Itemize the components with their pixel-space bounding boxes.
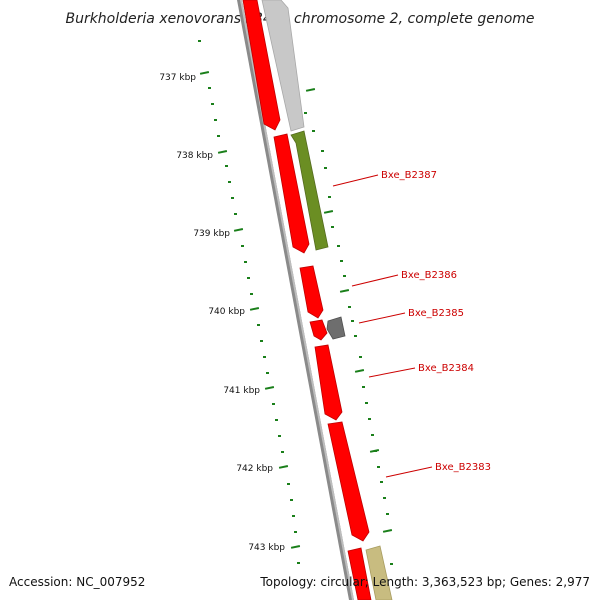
chromosome-backbone-highlight <box>240 0 354 600</box>
map-title: Burkholderia xenovorans LB400 chromosome… <box>65 11 534 27</box>
accession-text: Accession: NC_007952 <box>9 575 145 589</box>
gene-label-Bxe_B2383[interactable]: Bxe_B2383 <box>435 462 491 473</box>
gene-arrow-forward-6[interactable] <box>327 421 370 542</box>
gene-label-Bxe_B2387[interactable]: Bxe_B2387 <box>381 170 437 181</box>
gene-arrow-reverse-darkgrey[interactable] <box>326 316 346 340</box>
tick-label-742: 742 kbp <box>236 464 273 474</box>
gene-arrow-forward-4[interactable] <box>309 319 328 341</box>
gene-arrow-reverse-khaki[interactable] <box>365 545 393 600</box>
tick-label-741: 741 kbp <box>223 386 260 396</box>
gene-arrow-reverse-grey[interactable] <box>261 0 305 132</box>
tick-label-737: 737 kbp <box>159 73 196 83</box>
gene-arrow-forward-3[interactable] <box>299 265 324 319</box>
gene-leaders <box>332 174 433 478</box>
forward-strand-genes <box>242 0 372 600</box>
tick-label-738: 738 kbp <box>176 151 213 161</box>
tick-label-739: 739 kbp <box>193 229 230 239</box>
gene-label-Bxe_B2385[interactable]: Bxe_B2385 <box>408 308 464 319</box>
genome-summary-text: Topology: circular; Length: 3,363,523 bp… <box>259 575 590 589</box>
gene-arrow-forward-7[interactable] <box>347 547 372 600</box>
gene-arrow-reverse-green[interactable] <box>290 130 329 251</box>
gene-arrow-forward-2[interactable] <box>273 133 310 254</box>
gene-arrow-forward-1[interactable] <box>242 0 281 131</box>
major-ticks <box>199 70 393 549</box>
tick-label-743: 743 kbp <box>248 543 285 553</box>
reverse-strand-genes <box>261 0 393 600</box>
gene-label-Bxe_B2384[interactable]: Bxe_B2384 <box>418 363 474 374</box>
tick-dots <box>198 40 393 565</box>
gene-arrow-forward-5[interactable] <box>314 344 343 421</box>
tick-label-740: 740 kbp <box>208 307 245 317</box>
gene-label-Bxe_B2386[interactable]: Bxe_B2386 <box>401 270 457 281</box>
